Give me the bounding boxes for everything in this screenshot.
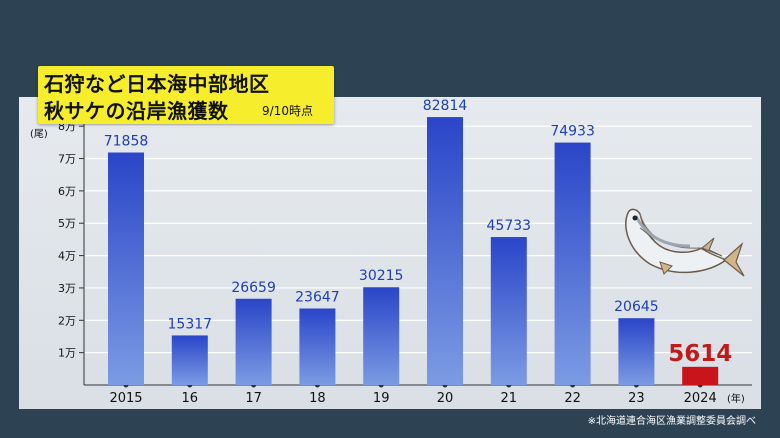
- y-tick-label: 1万: [58, 347, 76, 360]
- chart-title-line-1: 石狩など日本海中部地区: [44, 72, 270, 96]
- value-label: 30215: [359, 268, 404, 284]
- y-tick-label: 6万: [58, 185, 76, 198]
- x-tick-label: 23: [628, 391, 645, 406]
- value-label: 45733: [487, 218, 532, 234]
- x-tick-label: 17: [245, 391, 262, 406]
- x-tick-label: 22: [564, 391, 581, 406]
- bar: [235, 298, 272, 385]
- chart-title-line-2: 秋サケの沿岸漁獲数: [44, 99, 229, 123]
- value-label: 74933: [550, 124, 595, 140]
- x-tick-label: 18: [309, 391, 326, 406]
- x-tick-label: 2015: [109, 391, 142, 406]
- y-tick-label: 4万: [58, 250, 76, 263]
- value-label: 15317: [168, 316, 213, 332]
- value-label: 26659: [231, 280, 276, 296]
- bar: [554, 142, 591, 385]
- y-tick-label: 3万: [58, 282, 76, 295]
- y-axis-unit: (尾): [30, 128, 48, 140]
- bar: [299, 308, 336, 385]
- x-tick-label: 20: [437, 391, 454, 406]
- bar: [427, 117, 463, 385]
- value-label: 23647: [295, 289, 340, 305]
- bar: [363, 287, 400, 385]
- y-tick-label: 5万: [58, 217, 76, 230]
- y-tick-label: 2万: [58, 314, 76, 327]
- value-label-highlight: 5614: [668, 341, 732, 367]
- x-tick-label: 16: [182, 391, 199, 406]
- value-label: 71858: [104, 134, 149, 150]
- x-tick-label: 2024: [684, 391, 717, 406]
- value-label: 20645: [614, 299, 659, 315]
- source-footnote: ※北海道連合海区漁業調整委員会調べ: [587, 416, 756, 427]
- x-tick-label: 19: [373, 391, 390, 406]
- bar: [108, 152, 144, 385]
- x-tick-label: 21: [501, 391, 518, 406]
- value-label: 82814: [423, 98, 468, 114]
- x-axis-unit: (年): [727, 392, 745, 405]
- bar-highlight: [682, 366, 719, 385]
- y-tick-label: 7万: [58, 153, 76, 166]
- bar: [490, 237, 527, 385]
- chart-title-box: 石狩など日本海中部地区 秋サケの沿岸漁獲数 9/10時点: [38, 66, 334, 124]
- salmon-icon: [625, 208, 745, 277]
- chart-subtitle: 9/10時点: [262, 104, 313, 118]
- bar: [171, 335, 208, 385]
- bar: [618, 318, 655, 385]
